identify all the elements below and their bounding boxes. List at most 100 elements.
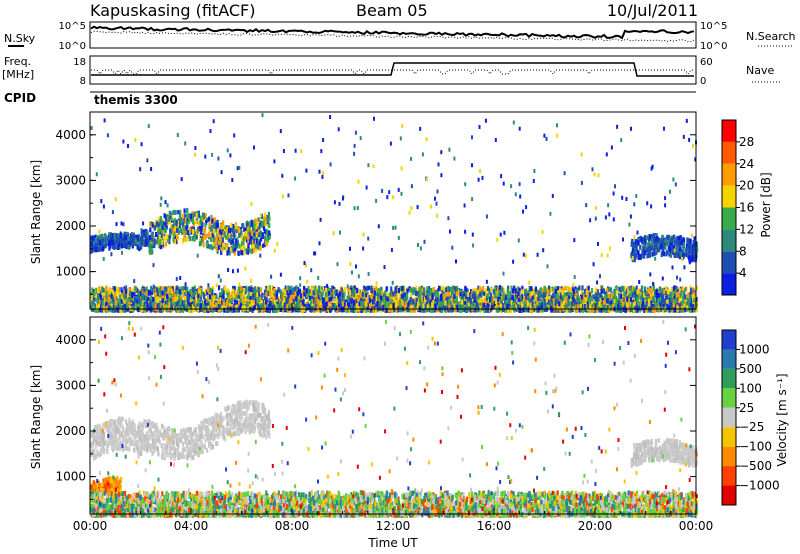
scatter-cell [497,296,500,302]
scatter-cell [189,236,192,242]
scatter-cell [92,241,95,247]
scatter-cell [637,240,640,246]
scatter-cell [128,241,131,247]
scatter-cell [662,251,666,257]
scatter-cell [208,228,211,234]
scatter-cell [202,234,205,240]
scatter-cell [106,238,109,244]
scatter-cell [96,239,99,245]
scatter-cell [251,239,254,245]
scatter-cell [200,236,204,242]
scatter-cell [227,228,230,233]
scatter-cell [670,241,674,247]
scatter-cell [647,242,650,248]
scatter-cell [104,237,107,243]
scatter-cell [94,247,97,252]
scatter-cell [648,234,651,239]
noise-tick-high-right: 10^5 [700,21,727,32]
scatter-cell [240,233,243,239]
scatter-cell [141,239,145,245]
scatter-cell [215,294,218,300]
scatter-cell [113,237,116,243]
scatter-cell [231,247,234,253]
station-title: Kapuskasing (fitACF) [90,1,255,20]
scatter-cell [257,217,260,223]
scatter-cell [688,257,691,263]
scatter-cell [637,250,640,255]
scatter-cell [410,293,413,298]
scatter-cell [125,235,129,241]
scatter-cell [213,243,216,249]
scatter-cell [199,219,202,225]
scatter-cell [173,239,177,244]
scatter-cell [197,212,201,218]
scatter-cell [441,285,444,291]
scatter-cell [179,219,182,225]
scatter-cell [148,240,151,245]
scatter-cell [678,250,681,256]
scatter-cell [249,239,252,245]
scatter-cell [111,235,114,241]
cpid-value: themis 3300 [94,93,178,107]
scatter-cell [177,219,180,225]
scatter-cell [249,248,252,254]
scatter-cell [161,234,164,240]
scatter-cell [258,240,261,246]
scatter-cell [172,236,175,242]
scatter-cell [454,286,457,292]
scatter-cell [655,241,658,246]
scatter-cell [144,241,147,247]
scatter-cell [265,241,268,247]
scatter-cell [514,295,517,301]
scatter-cell [181,213,184,219]
scatter-cell [262,217,265,223]
scatter-cell [666,239,669,245]
scatter-cell [190,229,193,235]
scatter-cell [406,288,409,294]
scatter-cell [196,228,199,234]
scatter-cell [159,215,162,221]
scatter-cell [692,246,695,252]
scatter-cell [158,295,161,301]
scatter-cell [174,210,177,215]
scatter-cell [671,238,674,244]
scatter-cell [260,222,263,228]
scatter-cell [648,239,651,245]
scatter-cell [115,243,118,249]
scatter-cell [290,297,293,302]
scatter-cell [158,234,161,240]
scatter-cell [646,247,649,253]
scatter-cell [646,235,649,241]
scatter-cell [251,243,254,249]
scatter-cell [121,239,124,245]
scatter-cell [689,238,692,244]
scatter-cell [639,244,642,250]
scatter-cell [168,210,171,216]
scatter-cell [195,230,198,236]
scatter-cell [101,246,104,252]
scatter-cell [256,229,259,235]
scatter-cell [250,219,253,225]
scatter-cell [235,243,238,249]
scatter-cell [661,235,664,241]
scatter-cell [673,240,676,246]
scatter-cell [660,243,663,249]
scatter-cell [199,215,202,221]
scatter-cell [245,287,248,293]
scatter-cell [185,228,188,233]
scatter-cell [667,245,670,251]
scatter-cell [186,207,189,213]
scatter-cell [229,239,233,245]
scatter-cell [215,239,218,245]
scatter-cell [220,224,223,230]
scatter-cell [161,220,164,226]
scatter-cell [205,241,208,247]
scatter-cell [486,286,490,291]
scatter-cell [643,253,646,259]
scatter-cell [680,290,683,296]
scatter-cell [136,235,139,241]
scatter-cell [633,257,636,263]
scatter-cell [176,227,179,233]
scatter-cell [148,235,152,241]
scatter-cell [150,240,153,246]
